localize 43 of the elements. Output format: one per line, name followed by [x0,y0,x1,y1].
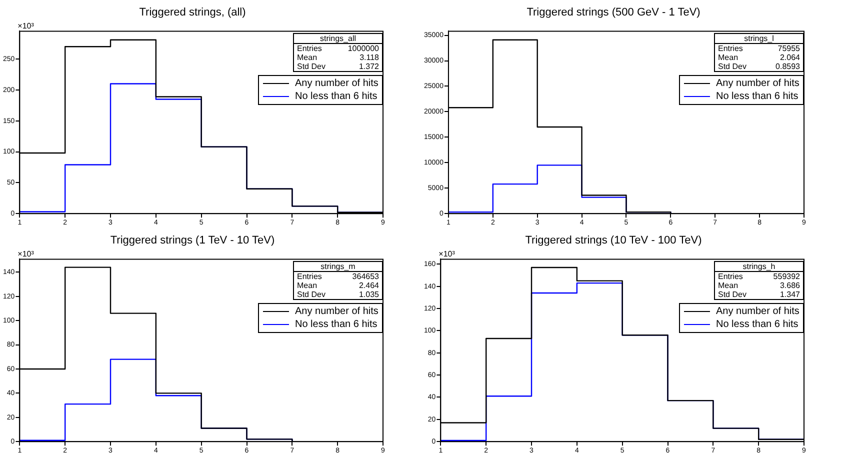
annotation: Mean [718,281,738,290]
legend-label: Any number of hits [295,305,378,318]
annotation: 1.347 [780,290,800,300]
annotation: strings_l [715,34,803,44]
y-axis-title: ×10³ [438,249,456,258]
y-axis-title: ×10³ [18,21,34,30]
annotation: Std Dev [297,62,326,72]
annotation: 3.118 [360,53,379,62]
annotation: 364653 [352,272,379,282]
annotation: strings_all [294,34,382,44]
annotation: Mean [297,281,318,290]
annotation: 1.372 [358,62,379,72]
legend-label: No less than 6 hits [716,90,798,104]
annotation: 2.064 [780,53,800,62]
legend-label: Any number of hits [295,77,378,90]
annotation: Entries [718,272,743,282]
annotation: 1.035 [358,290,379,300]
y-axis-title: ×10³ [18,249,34,258]
annotation: strings_h [715,262,803,272]
annotation: 1000000 [348,44,379,54]
annotation: Std Dev [297,290,326,300]
chart-title: Triggered strings, (all) [139,6,246,19]
annotation: 0.8593 [776,62,800,72]
chart-title: Triggered strings (1 TeV - 10 TeV) [110,234,275,247]
annotation: Entries [718,44,743,54]
annotation: Mean [718,53,738,62]
annotation: 75955 [778,44,800,54]
legend-label: No less than 6 hits [295,90,378,104]
legend-label: No less than 6 hits [716,318,798,332]
annotation: Std Dev [718,62,746,72]
legend-label: No less than 6 hits [295,318,378,332]
annotation: 3.686 [780,281,800,290]
annotation: Entries [297,44,322,54]
chart-title: Triggered strings (10 TeV - 100 TeV) [525,234,702,247]
annotation: Std Dev [718,290,746,300]
legend-label: Any number of hits [716,305,800,318]
annotation: Entries [297,272,322,282]
legend-label: Any number of hits [716,77,800,90]
annotation: strings_m [294,262,382,272]
annotation: 2.464 [358,281,379,290]
chart-title: Triggered strings (500 GeV - 1 TeV) [526,6,700,19]
annotation: 559392 [773,272,800,282]
annotation: Mean [297,53,318,62]
